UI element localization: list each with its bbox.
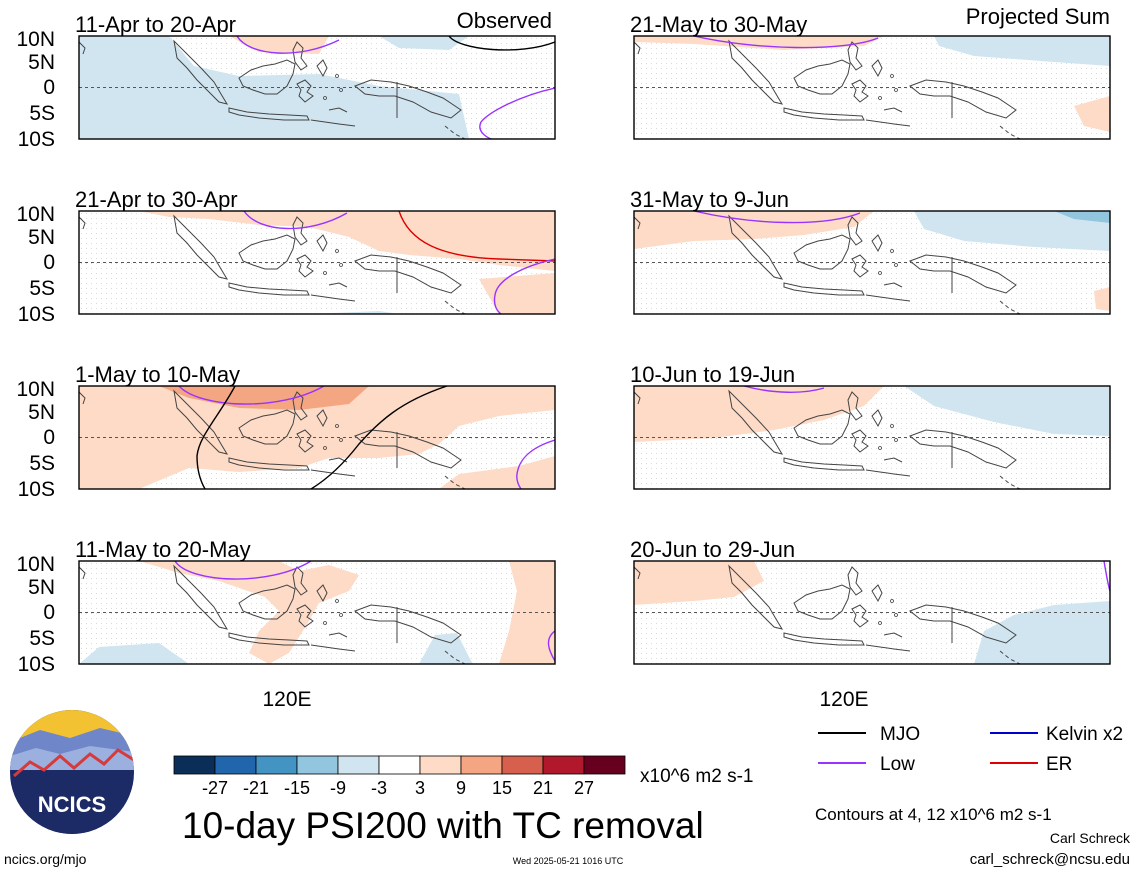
lat-label-10n: 10N (16, 378, 55, 401)
panel-projected-3-label: 10-Jun to 19-Jun (630, 362, 795, 387)
panel-observed-1: 11-Apr to 20-Apr (75, 12, 556, 140)
credit-name: Carl Schreck (1050, 830, 1131, 846)
legend-er-label: ER (1046, 754, 1072, 775)
lat-label-10n: 10N (16, 203, 55, 226)
lat-label-5s: 5S (29, 627, 55, 650)
panel-observed-2-label: 21-Apr to 30-Apr (75, 187, 238, 212)
lat-label-10n: 10N (16, 28, 55, 51)
site-url: ncics.org/mjo (4, 851, 87, 867)
colorbar-tick-label: -9 (330, 778, 346, 798)
panel-projected-1-label: 21-May to 30-May (630, 12, 807, 37)
lat-label-10s: 10S (18, 653, 55, 676)
colorbar-swatch (378, 755, 421, 775)
contour-note: Contours at 4, 12 x10^6 m2 s-1 (815, 805, 1052, 824)
colorbar-swatch (173, 755, 216, 775)
lat-label-5s: 5S (29, 452, 55, 475)
lat-label-10n: 10N (16, 553, 55, 576)
panel-projected-4-label: 20-Jun to 29-Jun (630, 537, 795, 562)
colorbar-tick-label: -21 (243, 778, 269, 798)
panel-projected-4: 20-Jun to 29-Jun (630, 537, 1111, 665)
panel-projected-2: 31-May to 9-Jun (630, 187, 1111, 315)
colorbar-swatch (419, 755, 462, 775)
panel-observed-4: 11-May to 20-May (75, 537, 556, 665)
ncics-logo: NCICS (10, 710, 134, 834)
panel-observed-3: 1-May to 10-May (75, 362, 556, 490)
lat-label-5s: 5S (29, 277, 55, 300)
lat-label-0: 0 (43, 426, 55, 449)
lat-label-5n: 5N (28, 226, 55, 249)
legend-kelvin-label: Kelvin x2 (1046, 724, 1123, 745)
colorbar-swatch (214, 755, 257, 775)
lat-label-5n: 5N (28, 51, 55, 74)
colorbar-swatch (255, 755, 298, 775)
observed-label: Observed (457, 8, 552, 33)
lat-label-5n: 5N (28, 576, 55, 599)
colorbar-swatch (542, 755, 585, 775)
colorbar: -27 -21 -15 -9 -3 3 9 15 21 27 x10^6 m2 s-1 (173, 755, 753, 798)
timestamp: Wed 2025-05-21 1016 UTC (513, 856, 624, 866)
panel-observed-2: 21-Apr to 30-Apr (75, 187, 556, 315)
lat-label-5n: 5N (28, 401, 55, 424)
colorbar-swatch (583, 755, 626, 775)
projected-label: Projected Sum (966, 4, 1110, 29)
colorbar-tick-label: 3 (415, 778, 425, 798)
lon-label-right: 120E (819, 688, 868, 711)
legend: MJO Kelvin x2 Low ER (818, 724, 1123, 775)
panel-projected-3: 10-Jun to 19-Jun (630, 362, 1111, 490)
panel-observed-1-label: 11-Apr to 20-Apr (75, 12, 236, 37)
lat-labels: 10N 5N 0 5S 10S 10N 5N 0 5S 10S 10N 5N 0… (16, 28, 55, 676)
colorbar-swatch (501, 755, 544, 775)
ncics-logo-text: NCICS (38, 792, 106, 817)
lat-label-10s: 10S (18, 478, 55, 501)
legend-low-label: Low (880, 754, 915, 775)
colorbar-ticks: -27 -21 -15 -9 -3 3 9 15 21 27 (202, 778, 594, 798)
credit-email: carl_schreck@ncsu.edu (970, 851, 1130, 868)
panel-projected-1: 21-May to 30-May (630, 12, 1111, 140)
colorbar-tick-label: 27 (574, 778, 594, 798)
colorbar-tick-label: 21 (533, 778, 553, 798)
lat-label-10s: 10S (18, 128, 55, 151)
panel-projected-2-label: 31-May to 9-Jun (630, 187, 789, 212)
lat-label-0: 0 (43, 76, 55, 99)
lat-label-0: 0 (43, 251, 55, 274)
lat-label-5s: 5S (29, 102, 55, 125)
colorbar-tick-label: -27 (202, 778, 228, 798)
colorbar-tick-label: 9 (456, 778, 466, 798)
colorbar-swatches (173, 755, 626, 775)
legend-mjo-label: MJO (880, 724, 920, 745)
colorbar-swatch (296, 755, 339, 775)
panel-observed-4-label: 11-May to 20-May (75, 537, 251, 562)
lat-label-10s: 10S (18, 303, 55, 326)
colorbar-tick-label: 15 (492, 778, 512, 798)
lat-label-0: 0 (43, 601, 55, 624)
colorbar-tick-label: -3 (371, 778, 387, 798)
colorbar-tick-label: -15 (284, 778, 310, 798)
colorbar-swatch (460, 755, 503, 775)
colorbar-swatch (337, 755, 380, 775)
colorbar-units: x10^6 m2 s-1 (640, 766, 753, 787)
figure-title: 10-day PSI200 with TC removal (182, 805, 704, 846)
lon-label-left: 120E (262, 688, 311, 711)
panel-observed-3-label: 1-May to 10-May (75, 362, 240, 387)
